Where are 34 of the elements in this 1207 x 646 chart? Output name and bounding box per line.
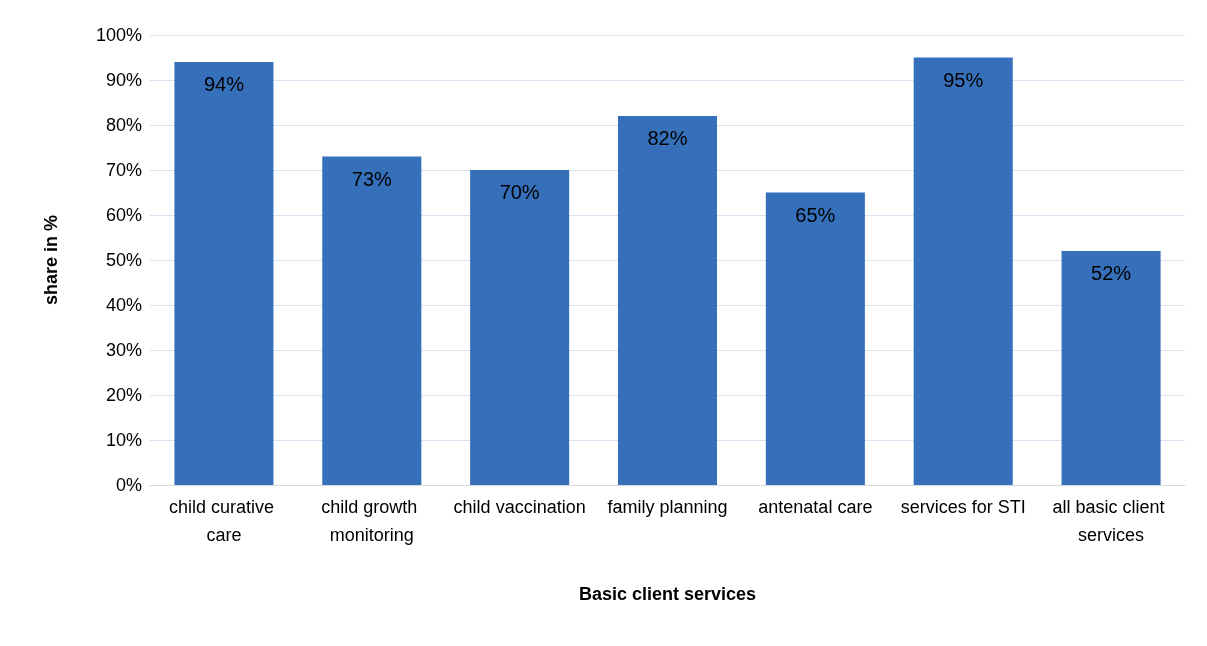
- data-label: 94%: [203, 73, 245, 95]
- y-tick-label: 80%: [105, 115, 142, 135]
- bar: [617, 116, 718, 485]
- y-tick-label: 0%: [115, 475, 142, 495]
- y-tick-label: 50%: [105, 250, 142, 270]
- data-label: 65%: [795, 203, 836, 226]
- x-tick-label: antenatal care: [758, 497, 873, 517]
- data-label: 70%: [499, 181, 540, 203]
- x-tick-label: child curative care: [168, 497, 279, 545]
- y-tick-label: 100%: [95, 25, 142, 45]
- bar: [174, 62, 274, 485]
- x-tick-label: services for STI: [900, 497, 1026, 517]
- x-tick-label: child growth monitoring: [321, 497, 423, 545]
- data-label: 73%: [351, 167, 393, 190]
- y-tick-label: 10%: [105, 430, 142, 450]
- y-axis-title: share in %: [41, 214, 61, 306]
- y-tick-label: 20%: [105, 385, 142, 405]
- data-label: 82%: [647, 127, 688, 149]
- bar: [765, 192, 865, 485]
- y-tick-label: 30%: [105, 340, 142, 360]
- x-axis-title: Basic client services: [578, 584, 757, 604]
- data-label: 95%: [943, 68, 984, 91]
- x-tick-label: family planning: [607, 497, 728, 517]
- data-label: 52%: [1091, 262, 1132, 284]
- bar: [470, 170, 570, 485]
- x-tick-label: all basic client services: [1052, 497, 1170, 545]
- bar: [322, 156, 422, 485]
- y-tick-label: 70%: [105, 160, 142, 180]
- bar: [1061, 251, 1161, 485]
- y-tick-label: 60%: [105, 205, 142, 225]
- y-tick-label: 40%: [105, 295, 142, 315]
- y-tick-label: 90%: [105, 70, 142, 90]
- x-tick-label: child vaccination: [453, 497, 586, 517]
- bar: [913, 57, 1013, 485]
